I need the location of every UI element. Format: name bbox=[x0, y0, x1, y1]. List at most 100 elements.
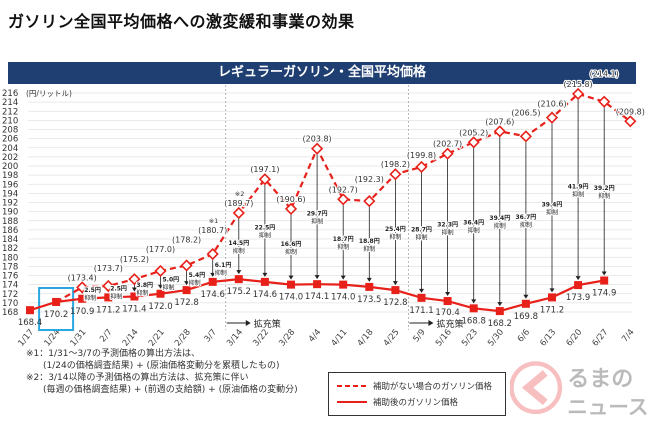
y-tick-label: 180 bbox=[2, 253, 18, 263]
data-label-no-subsidy: (189.7) bbox=[224, 199, 253, 208]
data-label-no-subsidy: (198.2) bbox=[381, 160, 410, 169]
suppression-amount: 32.3円 bbox=[437, 221, 458, 228]
data-label-no-subsidy: (214.1) bbox=[590, 70, 619, 79]
y-tick-label: 208 bbox=[2, 126, 18, 136]
suppression-amount: 18.8円 bbox=[359, 238, 380, 245]
x-tick-label: 4/11 bbox=[330, 328, 350, 349]
suppression-amount: 16.6円 bbox=[281, 241, 302, 248]
data-label-no-subsidy: (202.7) bbox=[433, 140, 462, 149]
y-tick-label: 198 bbox=[2, 171, 18, 181]
x-tick-label: 4/4 bbox=[307, 328, 323, 345]
y-tick-label: 212 bbox=[2, 107, 18, 117]
legend-label-solid: 補助後のガソリン価格 bbox=[373, 398, 459, 408]
x-tick-label: 3/28 bbox=[277, 328, 297, 349]
expansion-arrowhead bbox=[245, 320, 251, 326]
x-tick-label: 2/14 bbox=[121, 328, 141, 349]
data-label-after-subsidy: 175.2 bbox=[227, 287, 251, 297]
suppression-amount: 36.7円 bbox=[515, 214, 536, 221]
data-label-after-subsidy: 170.2 bbox=[44, 310, 68, 320]
suppression-label: 抑制 bbox=[415, 233, 427, 241]
suppression-label: 抑制 bbox=[215, 269, 227, 277]
suppression-amount: 14.5円 bbox=[228, 240, 249, 247]
point-after-subsidy bbox=[287, 280, 295, 289]
chart-banner: レギュラーガソリン・全国平均価格 bbox=[8, 62, 636, 84]
suppression-amount: 25.4円 bbox=[385, 226, 406, 233]
y-tick-label: 188 bbox=[2, 217, 18, 227]
point-after-subsidy bbox=[443, 297, 452, 306]
suppression-label: 抑制 bbox=[442, 228, 454, 236]
suppression-label: 抑制 bbox=[189, 279, 201, 287]
suppression-label: 抑制 bbox=[363, 245, 375, 253]
data-label-after-subsidy: 174.1 bbox=[305, 292, 329, 302]
suppression-label: 抑制 bbox=[136, 289, 148, 297]
data-label-after-subsidy: 172.0 bbox=[148, 302, 172, 312]
suppression-label: 抑制 bbox=[572, 190, 584, 198]
suppression-arrowhead bbox=[184, 281, 190, 286]
point-after-subsidy bbox=[156, 289, 165, 298]
y-tick-label: 176 bbox=[2, 272, 18, 282]
note-1: ※1：1/31～3/7の予測価格の算出方法は、 bbox=[26, 349, 200, 359]
suppression-label: 抑制 bbox=[84, 294, 96, 302]
series-line-no-subsidy bbox=[55, 92, 631, 303]
y-tick-label: 202 bbox=[2, 153, 18, 163]
suppression-label: 抑制 bbox=[598, 192, 610, 200]
y-tick-label: 196 bbox=[2, 180, 18, 190]
data-label-no-subsidy: (203.8) bbox=[303, 135, 332, 144]
y-tick-label: 170 bbox=[2, 299, 18, 309]
suppression-arrowhead bbox=[236, 270, 242, 275]
suppression-arrowhead bbox=[262, 272, 268, 277]
data-label-after-subsidy: 174.9 bbox=[592, 289, 616, 299]
point-after-subsidy bbox=[574, 281, 583, 290]
suppression-amount: 2.5円 bbox=[84, 287, 101, 294]
point-no-subsidy bbox=[624, 115, 637, 128]
suppression-amount: 29.7円 bbox=[307, 210, 328, 217]
suppression-arrowhead bbox=[288, 275, 294, 280]
data-label-after-subsidy: 171.2 bbox=[96, 305, 120, 315]
suppression-amount: 18.7円 bbox=[333, 236, 354, 243]
point-no-subsidy bbox=[311, 142, 324, 155]
legend-label-dashed: 補助がない場合のガソリン価格 bbox=[373, 382, 493, 392]
y-tick-label: 190 bbox=[2, 208, 18, 218]
y-tick-label: 186 bbox=[2, 226, 18, 236]
point-after-subsidy bbox=[548, 293, 556, 302]
legend-item-dashed: 補助がない場合のガソリン価格 bbox=[337, 380, 492, 392]
point-after-subsidy bbox=[469, 304, 478, 313]
x-tick-label: 4/18 bbox=[356, 328, 376, 349]
dashed-line-swatch bbox=[337, 385, 367, 387]
data-label-no-subsidy: (205.2) bbox=[459, 128, 488, 137]
point-after-subsidy bbox=[52, 297, 61, 306]
suppression-amount: 28.7円 bbox=[411, 226, 432, 233]
suppression-arrowhead bbox=[471, 299, 477, 304]
suppression-amount: 36.4円 bbox=[463, 219, 484, 226]
point-no-subsidy bbox=[363, 195, 376, 208]
svg-text:ニュース: ニュース bbox=[567, 395, 648, 418]
x-tick-label: 1/17 bbox=[16, 328, 36, 349]
data-label-no-subsidy: (192.3) bbox=[355, 175, 384, 184]
suppression-arrowhead bbox=[601, 271, 607, 276]
data-label-no-subsidy: (175.2) bbox=[120, 255, 149, 264]
data-label-after-subsidy: 173.5 bbox=[357, 295, 381, 305]
data-label-no-subsidy: (177.0) bbox=[146, 245, 175, 254]
data-label-after-subsidy: 168.2 bbox=[488, 319, 512, 329]
note-1-formula: (1/24の価格調査結果) + (原油価格変動分を累積したもの) bbox=[43, 361, 280, 371]
data-label-after-subsidy: 174.0 bbox=[279, 293, 303, 303]
suppression-arrowhead bbox=[445, 292, 451, 297]
data-label-after-subsidy: 173.9 bbox=[566, 293, 590, 303]
suppression-label: 抑制 bbox=[494, 222, 506, 230]
x-tick-label: 6/13 bbox=[538, 328, 558, 349]
legend-item-solid: 補助後のガソリン価格 bbox=[337, 396, 458, 408]
point-after-subsidy bbox=[26, 306, 34, 315]
data-label-after-subsidy: 170.9 bbox=[70, 307, 94, 317]
x-tick-label: 6/20 bbox=[564, 328, 584, 349]
point-no-subsidy bbox=[389, 168, 402, 181]
point-no-subsidy bbox=[598, 95, 611, 108]
point-no-subsidy bbox=[232, 206, 245, 220]
suppression-label: 抑制 bbox=[259, 232, 271, 240]
point-after-subsidy bbox=[339, 280, 348, 289]
suppression-amount: 6.1円 bbox=[215, 262, 232, 269]
point-no-subsidy bbox=[467, 136, 480, 149]
data-label-no-subsidy: (192.7) bbox=[329, 185, 358, 194]
point-no-subsidy bbox=[154, 264, 167, 278]
suppression-amount: 39.4円 bbox=[542, 202, 563, 209]
